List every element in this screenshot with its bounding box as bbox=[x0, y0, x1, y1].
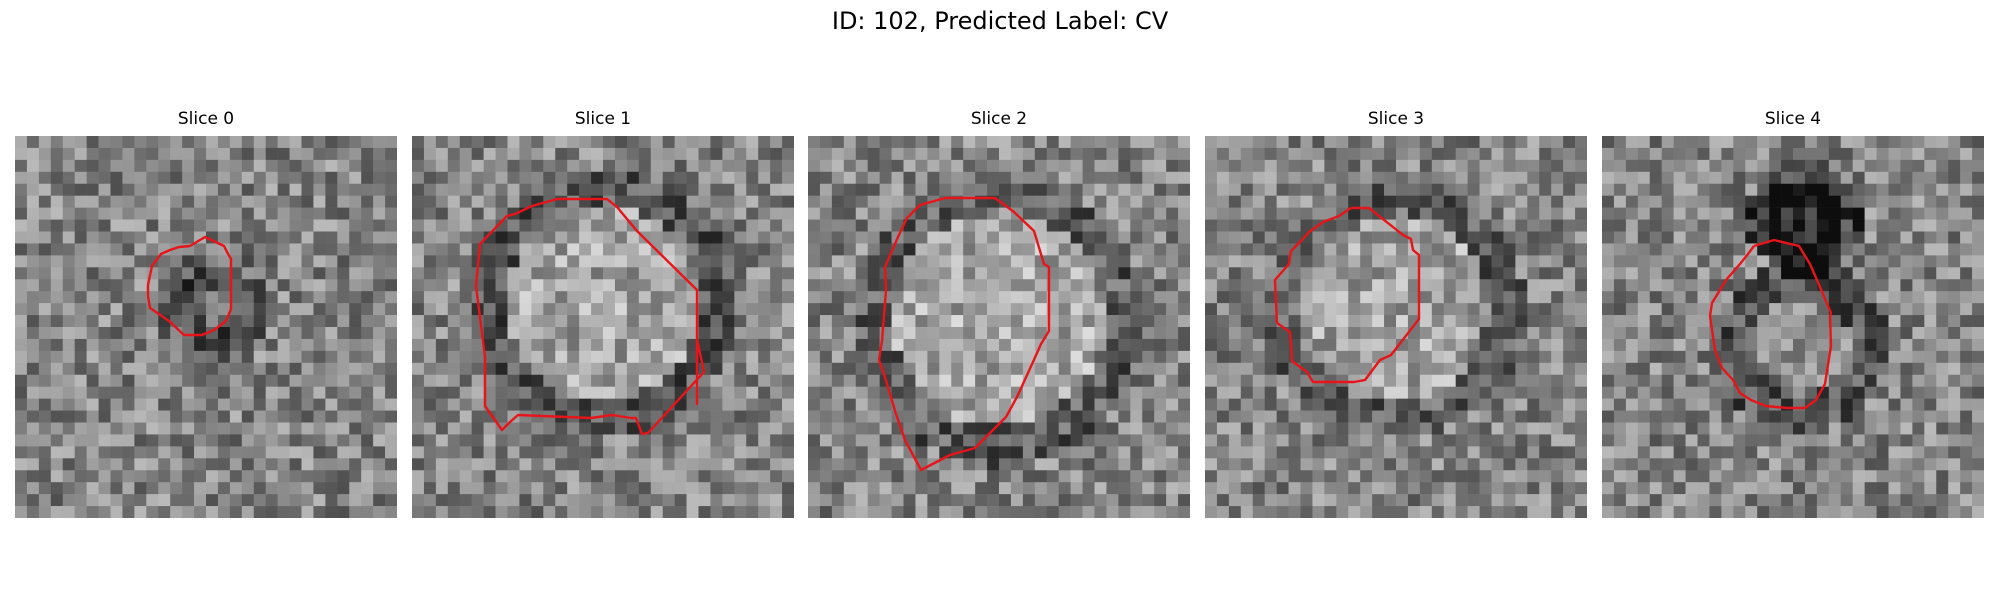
figure-title: ID: 102, Predicted Label: CV bbox=[831, 7, 1169, 35]
slice-title-0: Slice 0 bbox=[177, 109, 235, 129]
segmentation-contour-4 bbox=[1708, 238, 1833, 410]
slice-image-3 bbox=[1205, 136, 1587, 518]
slice-panel-1: Slice 1 bbox=[412, 108, 794, 518]
grayscale-pixels bbox=[1602, 136, 1984, 518]
slice-panel-3: Slice 3 bbox=[1205, 108, 1587, 518]
slice-image-1 bbox=[412, 136, 794, 518]
slice-panel-0: Slice 0 bbox=[15, 108, 397, 518]
segmentation-contour-2 bbox=[877, 196, 1051, 472]
slice-title-3: Slice 3 bbox=[1367, 109, 1425, 129]
slice-image-4 bbox=[1602, 136, 1984, 518]
grayscale-pixels bbox=[808, 136, 1190, 518]
grayscale-pixels bbox=[1205, 136, 1587, 518]
slice-panel-4: Slice 4 bbox=[1602, 108, 1984, 518]
grayscale-pixels bbox=[15, 136, 397, 518]
segmentation-contour-1 bbox=[474, 197, 706, 436]
slice-title-2: Slice 2 bbox=[970, 109, 1028, 129]
segmentation-contour-3 bbox=[1273, 206, 1421, 384]
slice-image-0 bbox=[15, 136, 397, 518]
slice-title-1: Slice 1 bbox=[574, 109, 632, 129]
slice-title-4: Slice 4 bbox=[1764, 109, 1822, 129]
grayscale-pixels bbox=[412, 136, 794, 518]
slice-panel-2: Slice 2 bbox=[808, 108, 1190, 518]
slice-image-2 bbox=[808, 136, 1190, 518]
segmentation-contour-0 bbox=[146, 235, 233, 337]
